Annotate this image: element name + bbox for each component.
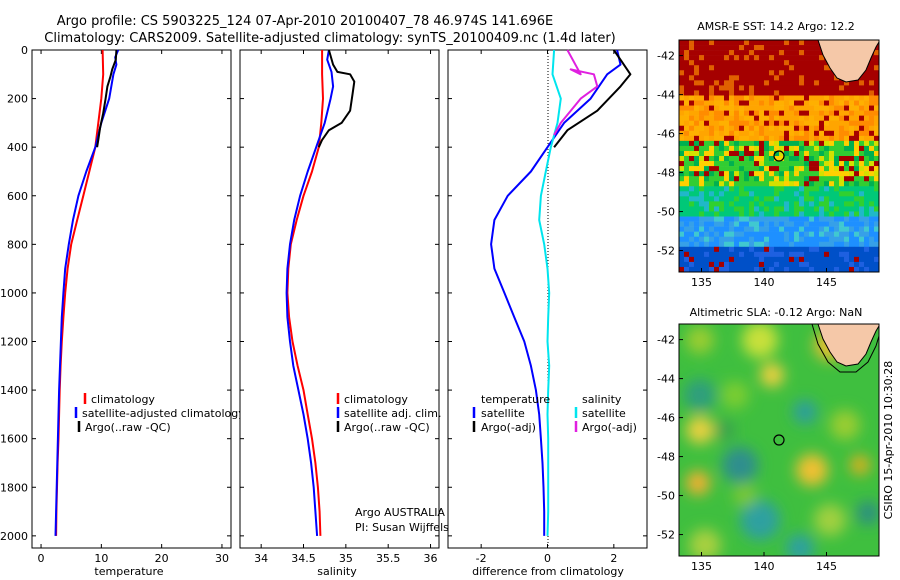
series-line-temperature-argo-adj-	[553, 49, 632, 148]
pi-label: PI: Susan Wijffels	[355, 521, 449, 534]
y-tick-label: 1600	[0, 433, 28, 446]
series-line-satellite-adjusted-climatology	[54, 49, 120, 536]
y-tick-label: 1400	[0, 384, 28, 397]
sst-map-panel: AMSR-E SST: 14.2 Argo: 12.2 135 140 145 -42…	[657, 20, 880, 289]
temperature-xlabel: temperature	[94, 565, 163, 578]
sla-map-frame	[678, 323, 880, 557]
difference-ticks: -2 0 2	[448, 49, 647, 565]
argo-float-marker	[773, 434, 785, 446]
sla-map-title: Altimetric SLA: -0.12 Argo: NaN	[690, 306, 863, 319]
legend-label-temp-satellite: satellite	[481, 407, 525, 420]
x-tick-label: -2	[476, 552, 487, 565]
map-y-tick-label: -50	[657, 206, 675, 219]
y-tick-label: 2000	[0, 530, 28, 543]
y-tick-label: 1200	[0, 336, 28, 349]
temperature-axes-frame	[31, 49, 232, 549]
map-y-tick-label: -52	[657, 529, 675, 542]
y-tick-label: 600	[7, 190, 28, 203]
map-y-tick-label: -48	[657, 451, 675, 464]
series-line-argo-raw-qc-	[317, 49, 356, 148]
x-tick-label: 34	[254, 552, 268, 565]
sst-map-frame	[678, 39, 880, 273]
temperature-ticks: 0 10 20 30 0 200 400 600 800 1000 1200 1400 1600 1800…	[0, 44, 231, 565]
sst-map-ticks: 135 140 145 -42 -44 -46 -48 -50 -52	[657, 50, 837, 289]
legend-title-temperature: temperature	[481, 393, 550, 406]
legend-title-salinity: salinity	[582, 393, 622, 406]
legend-label-sal-argo: Argo(-adj)	[582, 421, 637, 434]
salinity-xlabel: salinity	[317, 565, 357, 578]
series-line-temperature-satellite	[490, 49, 622, 536]
salinity-series	[285, 49, 356, 536]
argo-float-marker	[773, 150, 785, 162]
temperature-series	[54, 49, 120, 536]
sla-contour-line	[811, 323, 880, 373]
map-x-tick-label: 145	[816, 560, 837, 573]
sla-map-panel: Altimetric SLA: -0.12 Argo: NaN 135 140 14…	[657, 306, 880, 573]
map-y-tick-label: -46	[657, 412, 675, 425]
y-tick-label: 1000	[0, 287, 28, 300]
figure-title-line2: Climatology: CARS2009. Satellite-adjuste…	[44, 31, 616, 46]
x-tick-label: 35	[339, 552, 353, 565]
map-y-tick-label: -44	[657, 373, 675, 386]
map-y-tick-label: -48	[657, 167, 675, 180]
legend-label-argo: Argo(..raw -QC)	[344, 421, 430, 434]
sla-map-ticks: 135 140 145 -42 -44 -46 -48 -50 -52	[657, 334, 837, 573]
legend-label-sal-satellite: satellite	[582, 407, 626, 420]
map-x-tick-label: 140	[754, 560, 775, 573]
y-tick-label: 800	[7, 238, 28, 251]
map-x-tick-label: 135	[691, 560, 712, 573]
x-tick-label: 35.5	[376, 552, 401, 565]
legend-label-climatology: climatology	[91, 393, 155, 406]
map-x-tick-label: 135	[691, 276, 712, 289]
difference-panel: -2 0 2 difference from climatology tempera…	[447, 49, 648, 578]
x-tick-label: 0	[38, 552, 45, 565]
map-y-tick-label: -50	[657, 490, 675, 503]
y-tick-label: 0	[21, 44, 28, 57]
map-x-tick-label: 145	[816, 276, 837, 289]
difference-series	[490, 49, 632, 536]
legend-label-argo: Argo(..raw -QC)	[85, 421, 171, 434]
map-y-tick-label: -44	[657, 89, 675, 102]
y-tick-label: 1800	[0, 481, 28, 494]
map-y-tick-label: -42	[657, 334, 675, 347]
x-tick-label: 20	[155, 552, 169, 565]
temperature-legend: climatology satellite-adjusted climatolo…	[74, 393, 245, 434]
x-tick-label: 36	[424, 552, 438, 565]
figure-title-line1: Argo profile: CS 5903225_124 07-Apr-2010…	[57, 14, 553, 29]
salinity-panel: 34 34.5 35 35.5 36 salinity climatology sate…	[239, 49, 449, 578]
map-x-tick-label: 140	[754, 276, 775, 289]
argo-australia-label: Argo AUSTRALIA	[355, 506, 445, 519]
series-line-argo-raw-qc-	[96, 49, 118, 148]
sst-field-image	[679, 40, 879, 272]
salinity-axes-frame	[239, 49, 440, 549]
difference-legend: temperature satellite Argo(-adj) salinit…	[472, 393, 637, 434]
map-y-tick-label: -42	[657, 50, 675, 63]
salinity-legend: climatology satellite adj. clim. Argo(..…	[336, 393, 441, 434]
legend-label-satellite-adj: satellite adj. clim.	[344, 407, 441, 420]
temperature-panel: 0 10 20 30 0 200 400 600 800 1000 1200 1400 1600 1800…	[0, 44, 245, 578]
legend-label-climatology: climatology	[344, 393, 408, 406]
x-tick-label: 0	[544, 552, 551, 565]
y-tick-label: 400	[7, 141, 28, 154]
x-tick-label: 2	[610, 552, 617, 565]
x-tick-label: 30	[215, 552, 229, 565]
x-tick-label: 34.5	[291, 552, 316, 565]
legend-label-temp-argo: Argo(-adj)	[481, 421, 536, 434]
y-tick-label: 200	[7, 93, 28, 106]
salinity-ticks: 34 34.5 35 35.5 36	[240, 49, 439, 565]
legend-label-satellite-adjusted: satellite-adjusted climatology	[82, 407, 245, 420]
series-line-salinity-argo-adj-	[553, 49, 599, 136]
map-y-tick-label: -46	[657, 128, 675, 141]
csiro-timestamp: CSIRO 15-Apr-2010 10:30:28	[882, 361, 895, 520]
x-tick-label: 10	[94, 552, 108, 565]
sst-map-title: AMSR-E SST: 14.2 Argo: 12.2	[697, 20, 855, 33]
difference-xlabel: difference from climatology	[472, 565, 624, 578]
map-y-tick-label: -52	[657, 245, 675, 258]
series-line-satellite-adj-clim-	[285, 49, 335, 536]
